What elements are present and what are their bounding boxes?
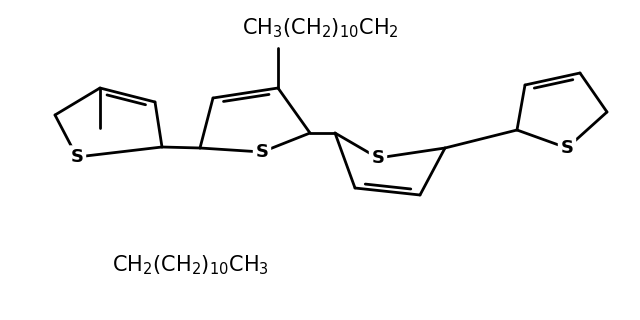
Text: CH$_3$(CH$_2$)$_{10}$CH$_2$: CH$_3$(CH$_2$)$_{10}$CH$_2$ — [241, 16, 399, 40]
Text: S: S — [561, 139, 573, 157]
Text: CH$_2$(CH$_2$)$_{10}$CH$_3$: CH$_2$(CH$_2$)$_{10}$CH$_3$ — [111, 253, 268, 277]
Text: S: S — [255, 143, 269, 161]
Text: S: S — [70, 148, 83, 166]
Text: S: S — [371, 149, 385, 167]
